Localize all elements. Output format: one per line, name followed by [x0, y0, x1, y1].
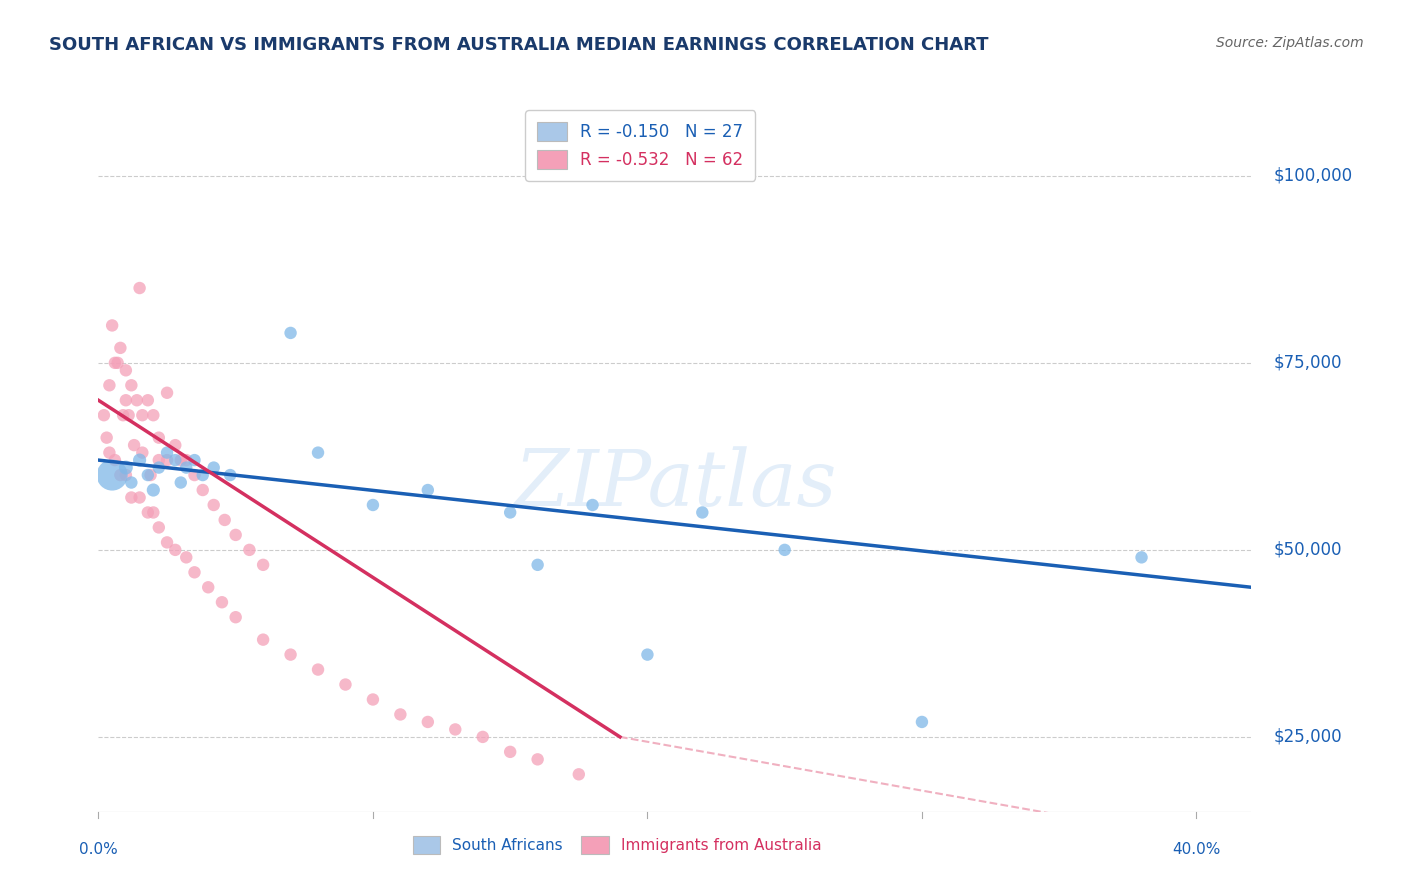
Point — [174, 460, 197, 475]
Point — [692, 506, 714, 520]
Point — [526, 752, 548, 766]
Point — [136, 468, 159, 483]
Point — [142, 506, 165, 520]
Point — [120, 491, 142, 505]
Point — [148, 453, 170, 467]
Point — [471, 730, 494, 744]
Point — [170, 475, 193, 490]
Point — [911, 714, 934, 729]
Point — [93, 408, 115, 422]
Text: SOUTH AFRICAN VS IMMIGRANTS FROM AUSTRALIA MEDIAN EARNINGS CORRELATION CHART: SOUTH AFRICAN VS IMMIGRANTS FROM AUSTRAL… — [49, 36, 988, 54]
Point — [107, 356, 129, 370]
Point — [191, 468, 214, 483]
Text: $75,000: $75,000 — [1274, 354, 1341, 372]
Point — [636, 648, 658, 662]
Point — [165, 542, 187, 557]
Point — [219, 468, 242, 483]
Point — [128, 491, 150, 505]
Point — [499, 506, 522, 520]
Point — [280, 326, 302, 340]
Point — [361, 498, 384, 512]
Text: $100,000: $100,000 — [1274, 167, 1353, 185]
Point — [115, 363, 138, 377]
Text: $25,000: $25,000 — [1274, 728, 1341, 746]
Point — [101, 318, 124, 333]
Point — [238, 542, 260, 557]
Point — [101, 468, 124, 483]
Point — [156, 445, 179, 459]
Point — [1130, 550, 1153, 565]
Point — [202, 460, 225, 475]
Point — [174, 453, 197, 467]
Point — [191, 483, 214, 497]
Point — [96, 431, 118, 445]
Text: ZIPatlas: ZIPatlas — [513, 447, 837, 523]
Point — [120, 475, 142, 490]
Point — [225, 610, 247, 624]
Point — [183, 468, 205, 483]
Point — [120, 378, 142, 392]
Point — [183, 453, 205, 467]
Point — [112, 408, 135, 422]
Point — [165, 438, 187, 452]
Point — [98, 378, 121, 392]
Text: Source: ZipAtlas.com: Source: ZipAtlas.com — [1216, 36, 1364, 50]
Point — [142, 408, 165, 422]
Text: 0.0%: 0.0% — [79, 842, 118, 856]
Point — [148, 460, 170, 475]
Point — [389, 707, 412, 722]
Point — [280, 648, 302, 662]
Point — [444, 723, 467, 737]
Point — [773, 542, 796, 557]
Point — [139, 468, 162, 483]
Point — [125, 393, 148, 408]
Point — [115, 468, 138, 483]
Point — [115, 460, 138, 475]
Point — [197, 580, 219, 594]
Point — [110, 468, 132, 483]
Point — [148, 520, 170, 534]
Point — [136, 393, 159, 408]
Point — [170, 453, 193, 467]
Point — [156, 453, 179, 467]
Point — [307, 445, 329, 459]
Point — [416, 483, 439, 497]
Point — [98, 445, 121, 459]
Point — [128, 281, 150, 295]
Point — [252, 558, 274, 572]
Point — [104, 356, 127, 370]
Point — [142, 483, 165, 497]
Point — [136, 506, 159, 520]
Point — [148, 431, 170, 445]
Point — [581, 498, 603, 512]
Legend: South Africans, Immigrants from Australia: South Africans, Immigrants from Australi… — [404, 827, 831, 863]
Point — [122, 438, 145, 452]
Point — [165, 453, 187, 467]
Point — [128, 453, 150, 467]
Point — [110, 341, 132, 355]
Point — [211, 595, 233, 609]
Point — [526, 558, 548, 572]
Point — [156, 535, 179, 549]
Point — [115, 393, 138, 408]
Text: 40.0%: 40.0% — [1173, 842, 1220, 856]
Point — [568, 767, 591, 781]
Point — [117, 408, 139, 422]
Point — [183, 566, 205, 580]
Point — [202, 498, 225, 512]
Point — [131, 445, 153, 459]
Point — [131, 408, 153, 422]
Point — [335, 677, 357, 691]
Text: $50,000: $50,000 — [1274, 541, 1341, 559]
Point — [361, 692, 384, 706]
Point — [499, 745, 522, 759]
Point — [104, 453, 127, 467]
Point — [252, 632, 274, 647]
Point — [307, 663, 329, 677]
Point — [416, 714, 439, 729]
Point — [174, 550, 197, 565]
Point — [225, 528, 247, 542]
Point — [156, 385, 179, 400]
Point — [214, 513, 236, 527]
